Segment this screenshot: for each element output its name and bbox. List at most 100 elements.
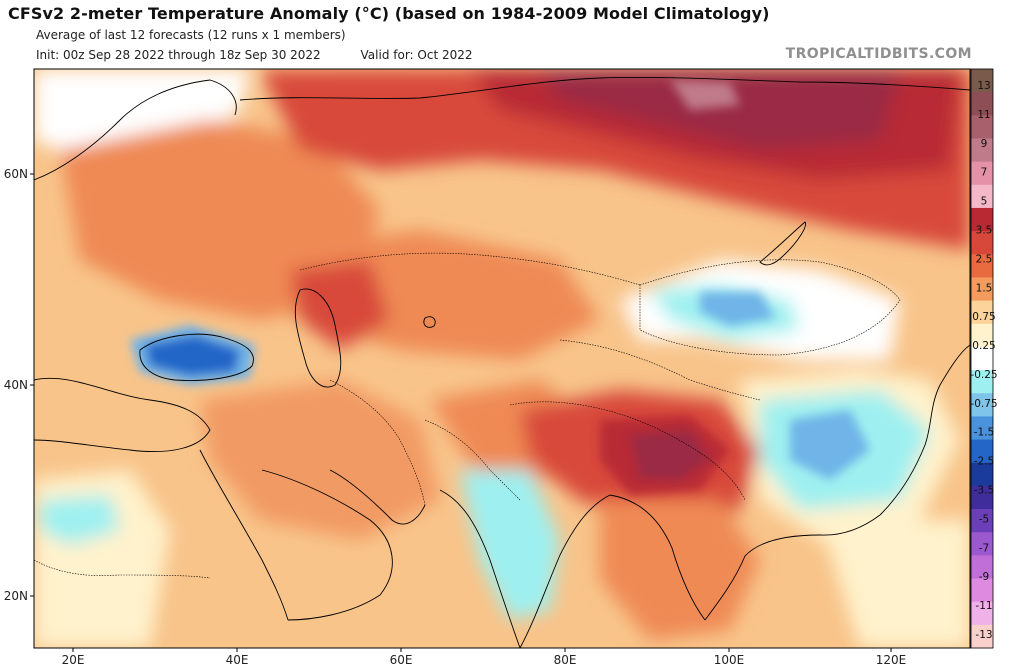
colorbar-swatch: [971, 532, 993, 556]
lat-label-20n: 20N: [4, 589, 28, 603]
lon-label-100e: 100E: [714, 653, 745, 667]
blob-sea-neutral: [820, 520, 970, 648]
red-sea-coast: [199, 449, 289, 621]
blob-india-cold: [460, 470, 560, 620]
colorbar: 13 11 9 7 5 3.5 2.5 1.5 0.75 0.25 -0.25 -0.75 -1.5 -2…: [970, 68, 998, 649]
map-field: [34, 69, 970, 648]
colorbar-label: -13: [975, 629, 992, 641]
anomaly-blobs: [34, 69, 970, 648]
china-interior-border: [559, 339, 761, 401]
core-tibet-extreme: [630, 430, 710, 480]
coastlines: [34, 77, 970, 648]
russia-kazakh-border: [299, 252, 641, 286]
core-china-colder: [790, 410, 870, 480]
arctic-coast: [239, 77, 970, 101]
colorbar-swatch: [971, 393, 993, 417]
colorbar-swatch: [971, 254, 993, 279]
colorbar-swatch: [971, 277, 993, 302]
colorbar-swatch: [971, 346, 993, 371]
caspian-coast: [294, 288, 342, 388]
colorbar-swatch: [971, 323, 993, 348]
lat-label-40n: 40N: [4, 378, 28, 392]
lon-axis: 20E 40E 60E 80E 100E 120E: [62, 648, 907, 667]
lon-label-60e: 60E: [390, 653, 413, 667]
colorbar-label: -2.5: [974, 456, 995, 468]
colorbar-label: -7: [979, 542, 989, 554]
colorbar-label: 7: [981, 167, 988, 179]
core-mongolia-colder: [700, 292, 775, 326]
valid-text: Valid for: Oct 2022: [360, 48, 473, 62]
colorbar-label: 3.5: [976, 224, 993, 236]
colorbar-swatch: [971, 370, 993, 394]
iran-border: [329, 379, 426, 506]
mediterranean-coast: [34, 377, 211, 453]
colorbar-swatch: [971, 300, 993, 325]
baikal-lake: [759, 221, 806, 266]
colorbar-swatch: [971, 439, 993, 464]
blob-arctic-extreme: [540, 69, 900, 150]
colorbar-swatch: [971, 578, 993, 603]
colorbar-swatch: [971, 161, 993, 186]
pakistan-border: [424, 419, 521, 501]
mongolia-border: [639, 259, 901, 356]
colorbar-label: -0.75: [970, 398, 997, 410]
brand-watermark: TROPICALTIDBITS.COM: [785, 46, 972, 62]
chart-title: CFSv2 2-meter Temperature Anomaly (°C) (…: [8, 4, 770, 23]
colorbar-swatch: [971, 624, 993, 649]
black-sea-coast: [139, 333, 254, 381]
colorbar-swatch: [971, 555, 993, 580]
colorbar-label: 1.5: [976, 282, 993, 294]
lon-label-20e: 20E: [62, 653, 85, 667]
colorbar-frame: [970, 68, 994, 649]
blob-kazakh-hot: [290, 260, 390, 350]
lon-label-40e: 40E: [226, 653, 249, 667]
colorbar-swatch: [971, 184, 993, 209]
scandinavia-coast: [34, 79, 237, 181]
colorbar-swatch: [971, 92, 993, 116]
colorbar-label: 11: [977, 109, 990, 121]
colorbar-label: 13: [977, 80, 990, 92]
colorbar-swatch: [971, 69, 993, 93]
persian-gulf-coast: [329, 469, 426, 525]
lon-label-80e: 80E: [554, 653, 577, 667]
colorbar-label: 2.5: [976, 253, 993, 265]
init-line: Init: 00z Sep 28 2022 through 18z Sep 30…: [36, 48, 473, 62]
indochina-coast: [704, 514, 881, 621]
colorbar-label: 0.25: [972, 340, 995, 352]
colorbar-swatch: [971, 115, 993, 140]
tibet-border: [509, 401, 746, 501]
init-text: Init: 00z Sep 28 2022 through 18z Sep 30…: [36, 48, 321, 62]
core-black-sea-coldest: [145, 335, 240, 376]
colorbar-label: -11: [975, 600, 992, 612]
colorbar-swatch: [971, 485, 993, 510]
arabia-coast: [261, 469, 393, 621]
map-frame: [33, 68, 971, 649]
colorbar-label: 0.75: [972, 311, 995, 323]
india-coast: [439, 489, 611, 648]
anomaly-cores: [130, 80, 870, 495]
colorbar-label: 5: [981, 196, 988, 208]
colorbar-swatch: [971, 462, 993, 487]
colorbar-swatch: [971, 601, 993, 626]
colorbar-label: -9: [979, 571, 989, 583]
china-coast: [879, 344, 970, 516]
colorbar-label: 9: [981, 138, 988, 150]
core-siberia-extreme: [670, 80, 740, 110]
lon-label-120e: 120E: [876, 653, 907, 667]
colorbar-label: -3.5: [974, 485, 995, 497]
lat-label-60n: 60N: [4, 167, 28, 181]
colorbar-swatch: [971, 231, 993, 255]
chart-subtitle: Average of last 12 forecasts (12 runs x …: [36, 28, 346, 42]
colorbar-swatch: [971, 509, 993, 533]
bay-of-bengal-coast: [609, 494, 706, 621]
colorbar-label: -1.5: [974, 427, 995, 439]
colorbar-swatch: [971, 138, 993, 163]
colorbar-swatch: [971, 207, 993, 232]
colorbar-swatch: [971, 416, 993, 441]
blob-se-asia-warm: [600, 500, 760, 640]
colorbar-label: -0.25: [970, 369, 997, 381]
blob-middle-east-warm: [200, 380, 440, 540]
lat-axis: 60N 40N 20N: [4, 167, 34, 603]
blob-arabia-cold: [40, 495, 120, 545]
